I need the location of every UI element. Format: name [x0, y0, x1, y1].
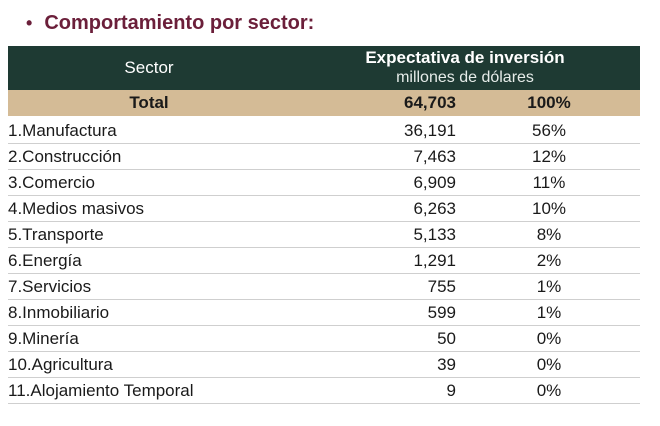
investment-amount: 5,133	[290, 221, 458, 248]
investment-amount: 9	[290, 377, 458, 404]
investment-amount: 39	[290, 351, 458, 378]
table-row: 3.Comercio 6,909 11%	[8, 169, 640, 196]
investment-share: 1%	[458, 273, 640, 300]
sector-name: 7.Servicios	[8, 273, 290, 300]
sector-investment-table: Sector Expectativa de inversión millones…	[8, 46, 640, 404]
table-row: 9.Minería 50 0%	[8, 325, 640, 352]
section-heading: • Comportamiento por sector:	[26, 8, 314, 38]
sector-name: 1.Manufactura	[8, 117, 290, 144]
investment-amount: 6,909	[290, 169, 458, 196]
investment-amount: 6,263	[290, 195, 458, 222]
sector-name: 11.Alojamiento Temporal	[8, 377, 290, 404]
table-row: 6.Energía 1,291 2%	[8, 247, 640, 274]
investment-header-title: Expectativa de inversión	[365, 48, 565, 67]
investment-share: 0%	[458, 325, 640, 352]
investment-amount: 755	[290, 273, 458, 300]
bullet-icon: •	[26, 12, 33, 33]
investment-amount: 1,291	[290, 247, 458, 274]
investment-share: 2%	[458, 247, 640, 274]
total-share: 100%	[458, 90, 640, 118]
investment-share: 0%	[458, 351, 640, 378]
investment-amount: 50	[290, 325, 458, 352]
sector-name: 2.Construcción	[8, 143, 290, 170]
sector-name: 9.Minería	[8, 325, 290, 352]
investment-share: 56%	[458, 117, 640, 144]
investment-amount: 599	[290, 299, 458, 326]
investment-amount: 36,191	[290, 117, 458, 144]
sector-name: 5.Transporte	[8, 221, 290, 248]
table-header-row: Sector Expectativa de inversión millones…	[8, 46, 640, 90]
investment-amount: 7,463	[290, 143, 458, 170]
section-title: Comportamiento por sector:	[44, 11, 315, 34]
total-row: Total 64,703 100%	[8, 90, 640, 118]
investment-share: 12%	[458, 143, 640, 170]
investment-share: 1%	[458, 299, 640, 326]
table-row: 4.Medios masivos 6,263 10%	[8, 195, 640, 222]
table-row: 7.Servicios 755 1%	[8, 273, 640, 300]
investment-share: 11%	[458, 169, 640, 196]
total-label: Total	[8, 90, 290, 118]
sector-name: 3.Comercio	[8, 169, 290, 196]
investment-share: 10%	[458, 195, 640, 222]
total-amount: 64,703	[290, 90, 458, 118]
table-row: 10.Agricultura 39 0%	[8, 351, 640, 378]
sector-name: 10.Agricultura	[8, 351, 290, 378]
table-row: 1.Manufactura 36,191 56%	[8, 117, 640, 144]
investment-share: 0%	[458, 377, 640, 404]
table-row: 8.Inmobiliario 599 1%	[8, 299, 640, 326]
sector-name: 8.Inmobiliario	[8, 299, 290, 326]
column-header-sector: Sector	[8, 46, 290, 90]
sector-name: 4.Medios masivos	[8, 195, 290, 222]
sector-name: 6.Energía	[8, 247, 290, 274]
column-header-investment: Expectativa de inversión millones de dól…	[290, 46, 640, 90]
investment-header-units: millones de dólares	[396, 69, 534, 86]
table-row: 2.Construcción 7,463 12%	[8, 143, 640, 170]
investment-share: 8%	[458, 221, 640, 248]
table-row: 11.Alojamiento Temporal 9 0%	[8, 377, 640, 404]
table-row: 5.Transporte 5,133 8%	[8, 221, 640, 248]
